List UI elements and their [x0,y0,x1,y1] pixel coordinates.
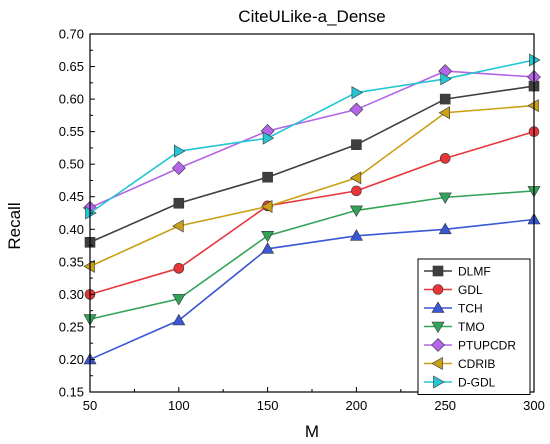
data-point-tch [349,229,363,241]
data-point-ptupcdr [349,102,364,117]
data-point-cdrib [438,106,451,120]
x-tick-label: 250 [434,398,456,413]
x-tick-label: 50 [83,398,97,413]
legend-label-gdl: GDL [458,283,483,297]
legend-marker-gdl [432,284,444,295]
data-point-tmo [172,294,186,306]
legend-item-tch: TCH [424,301,483,316]
legend-label-tch: TCH [458,302,483,316]
data-point-d-gdl [529,53,541,67]
data-point-cdrib [349,171,362,185]
y-tick-label: 0.30 [59,287,84,302]
x-tick-label: 300 [523,398,545,413]
legend-item-cdrib: CDRIB [424,356,495,371]
legend-label-cdrib: CDRIB [458,357,495,371]
x-tick-label: 150 [257,398,279,413]
legend-item-tmo: TMO [424,320,485,334]
y-axis: 0.15 0.20 0.25 0.30 0.35 0.40 0.45 0.50 0.55 0.60… [59,27,95,400]
data-point-dlmf [351,139,362,150]
data-point-cdrib [172,219,184,233]
legend-marker-dlmf [432,265,444,277]
data-point-tmo [349,205,363,218]
series-gdl [84,126,540,300]
data-point-cdrib [83,259,95,273]
data-point-tch [172,313,186,326]
series-line-dlmf [89,85,535,244]
data-point-d-gdl [351,86,364,100]
legend-marker-tch [431,301,445,313]
data-point-cdrib [260,199,273,214]
data-point-gdl [351,185,362,197]
y-tick-label: 0.50 [59,157,84,172]
legend-label-dlmf: DLMF [458,265,491,279]
legend-label-d-gdl: D-GDL [458,376,496,390]
x-tick-label: 100 [168,398,190,413]
legend-item-ptupcdr: PTUPCDR [424,338,516,353]
data-point-tmo [438,192,452,204]
legend-item-gdl: GDL [424,283,483,297]
y-axis-label: Recall [5,202,24,249]
series-line-d-gdl [89,59,535,214]
chart-title: CiteULike-a_Dense [238,7,385,26]
series-cdrib [83,99,539,273]
legend-marker-d-gdl [433,375,445,389]
series-line-gdl [89,130,535,296]
data-point-cdrib [527,99,539,113]
legend-marker-ptupcdr [431,338,445,352]
series-tmo [83,186,541,326]
legend-item-dlmf: DLMF [424,265,491,279]
y-tick-label: 0.45 [59,189,84,204]
data-point-tmo [261,230,275,243]
y-tick-label: 0.25 [59,319,84,334]
series-d-gdl [85,53,541,220]
y-tick-label: 0.20 [59,352,84,367]
x-tick-label: 200 [346,398,368,413]
legend-marker-tmo [431,321,445,334]
y-tick-label: 0.65 [59,59,84,74]
legend-label-tmo: TMO [458,320,485,334]
data-point-ptupcdr [171,161,186,176]
data-point-dlmf [173,197,185,209]
series-line-ptupcdr [89,70,535,209]
data-point-gdl [173,263,185,274]
legend-marker-cdrib [431,356,443,371]
y-tick-label: 0.40 [59,222,84,237]
data-point-dlmf [439,93,451,105]
y-tick-label: 0.60 [59,92,84,107]
y-tick-label: 0.55 [59,124,84,139]
data-point-d-gdl [440,72,452,86]
legend-item-d-gdl: D-GDL [424,375,496,390]
y-tick-label: 0.70 [59,27,84,42]
data-point-gdl [439,153,451,164]
series-line-cdrib [89,104,535,268]
data-point-dlmf [262,171,273,183]
y-tick-label: 0.15 [59,385,84,400]
data-point-tch [261,242,275,254]
legend-label-ptupcdr: PTUPCDR [458,339,516,353]
plot-area [83,53,541,365]
x-axis: 50 100 150 200 250 300 [83,387,545,413]
y-tick-label: 0.35 [59,254,84,269]
data-point-d-gdl [174,144,186,158]
series-line-tch [89,218,535,361]
series-ptupcdr [83,64,541,215]
series-line-tmo [89,190,535,320]
data-point-tch [438,222,452,235]
data-point-d-gdl [262,131,275,145]
legend: DLMF GDL TCH TMO PTUPCDR CDRIB D-GDL [417,258,531,395]
x-axis-label: M [305,422,319,441]
